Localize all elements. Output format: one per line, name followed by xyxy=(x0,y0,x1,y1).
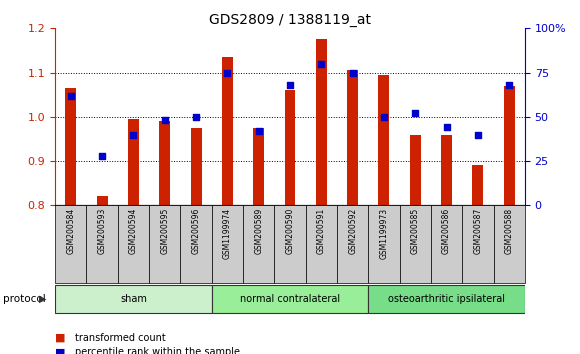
Bar xyxy=(191,128,201,205)
Bar xyxy=(285,90,295,205)
Text: GSM1199973: GSM1199973 xyxy=(379,208,389,259)
Point xyxy=(505,82,514,88)
Bar xyxy=(212,285,368,314)
Point xyxy=(285,82,295,88)
Bar xyxy=(410,135,420,205)
Text: ▶: ▶ xyxy=(39,294,47,304)
Bar xyxy=(400,205,431,283)
Text: GSM200584: GSM200584 xyxy=(66,208,75,254)
Bar xyxy=(494,205,525,283)
Text: ■: ■ xyxy=(55,347,66,354)
Text: ■: ■ xyxy=(55,333,66,343)
Bar xyxy=(97,196,107,205)
Bar xyxy=(504,86,514,205)
Point xyxy=(129,132,138,137)
Point xyxy=(348,70,357,75)
Text: GSM200595: GSM200595 xyxy=(160,208,169,254)
Bar xyxy=(368,285,525,314)
Text: GSM200585: GSM200585 xyxy=(411,208,420,254)
Bar xyxy=(86,205,118,283)
Text: protocol: protocol xyxy=(3,294,46,304)
Title: GDS2809 / 1388119_at: GDS2809 / 1388119_at xyxy=(209,13,371,27)
Text: GSM200591: GSM200591 xyxy=(317,208,326,254)
Point xyxy=(191,114,201,120)
Text: GSM200596: GSM200596 xyxy=(191,208,201,254)
Point xyxy=(473,132,483,137)
Text: GSM200587: GSM200587 xyxy=(473,208,483,254)
Text: transformed count: transformed count xyxy=(75,333,166,343)
Point xyxy=(254,128,263,134)
Bar xyxy=(160,121,170,205)
Text: GSM200592: GSM200592 xyxy=(348,208,357,254)
Bar xyxy=(379,75,389,205)
Text: GSM200586: GSM200586 xyxy=(442,208,451,254)
Point xyxy=(317,61,326,67)
Bar xyxy=(149,205,180,283)
Bar xyxy=(473,165,483,205)
Bar xyxy=(368,205,400,283)
Text: GSM200590: GSM200590 xyxy=(285,208,295,254)
Text: GSM200588: GSM200588 xyxy=(505,208,514,254)
Bar xyxy=(222,57,233,205)
Bar xyxy=(118,205,149,283)
Bar xyxy=(253,128,264,205)
Point xyxy=(442,125,451,130)
Bar xyxy=(462,205,494,283)
Point xyxy=(66,93,75,98)
Bar xyxy=(55,205,86,283)
Bar xyxy=(212,205,243,283)
Text: percentile rank within the sample: percentile rank within the sample xyxy=(75,347,240,354)
Point xyxy=(411,110,420,116)
Bar xyxy=(306,205,337,283)
Bar xyxy=(274,205,306,283)
Bar xyxy=(431,205,462,283)
Text: GSM200589: GSM200589 xyxy=(254,208,263,254)
Bar xyxy=(441,135,452,205)
Bar xyxy=(128,119,139,205)
Text: normal contralateral: normal contralateral xyxy=(240,294,340,304)
Text: GSM200594: GSM200594 xyxy=(129,208,138,254)
Text: sham: sham xyxy=(120,294,147,304)
Bar xyxy=(180,205,212,283)
Bar xyxy=(243,205,274,283)
Text: GSM1199974: GSM1199974 xyxy=(223,208,232,259)
Point xyxy=(379,114,389,120)
Bar xyxy=(316,39,327,205)
Bar xyxy=(347,70,358,205)
Text: GSM200593: GSM200593 xyxy=(97,208,107,254)
Bar xyxy=(55,285,212,314)
Bar xyxy=(337,205,368,283)
Point xyxy=(97,153,107,159)
Point xyxy=(160,118,169,123)
Text: osteoarthritic ipsilateral: osteoarthritic ipsilateral xyxy=(388,294,505,304)
Point xyxy=(223,70,232,75)
Bar xyxy=(66,88,76,205)
